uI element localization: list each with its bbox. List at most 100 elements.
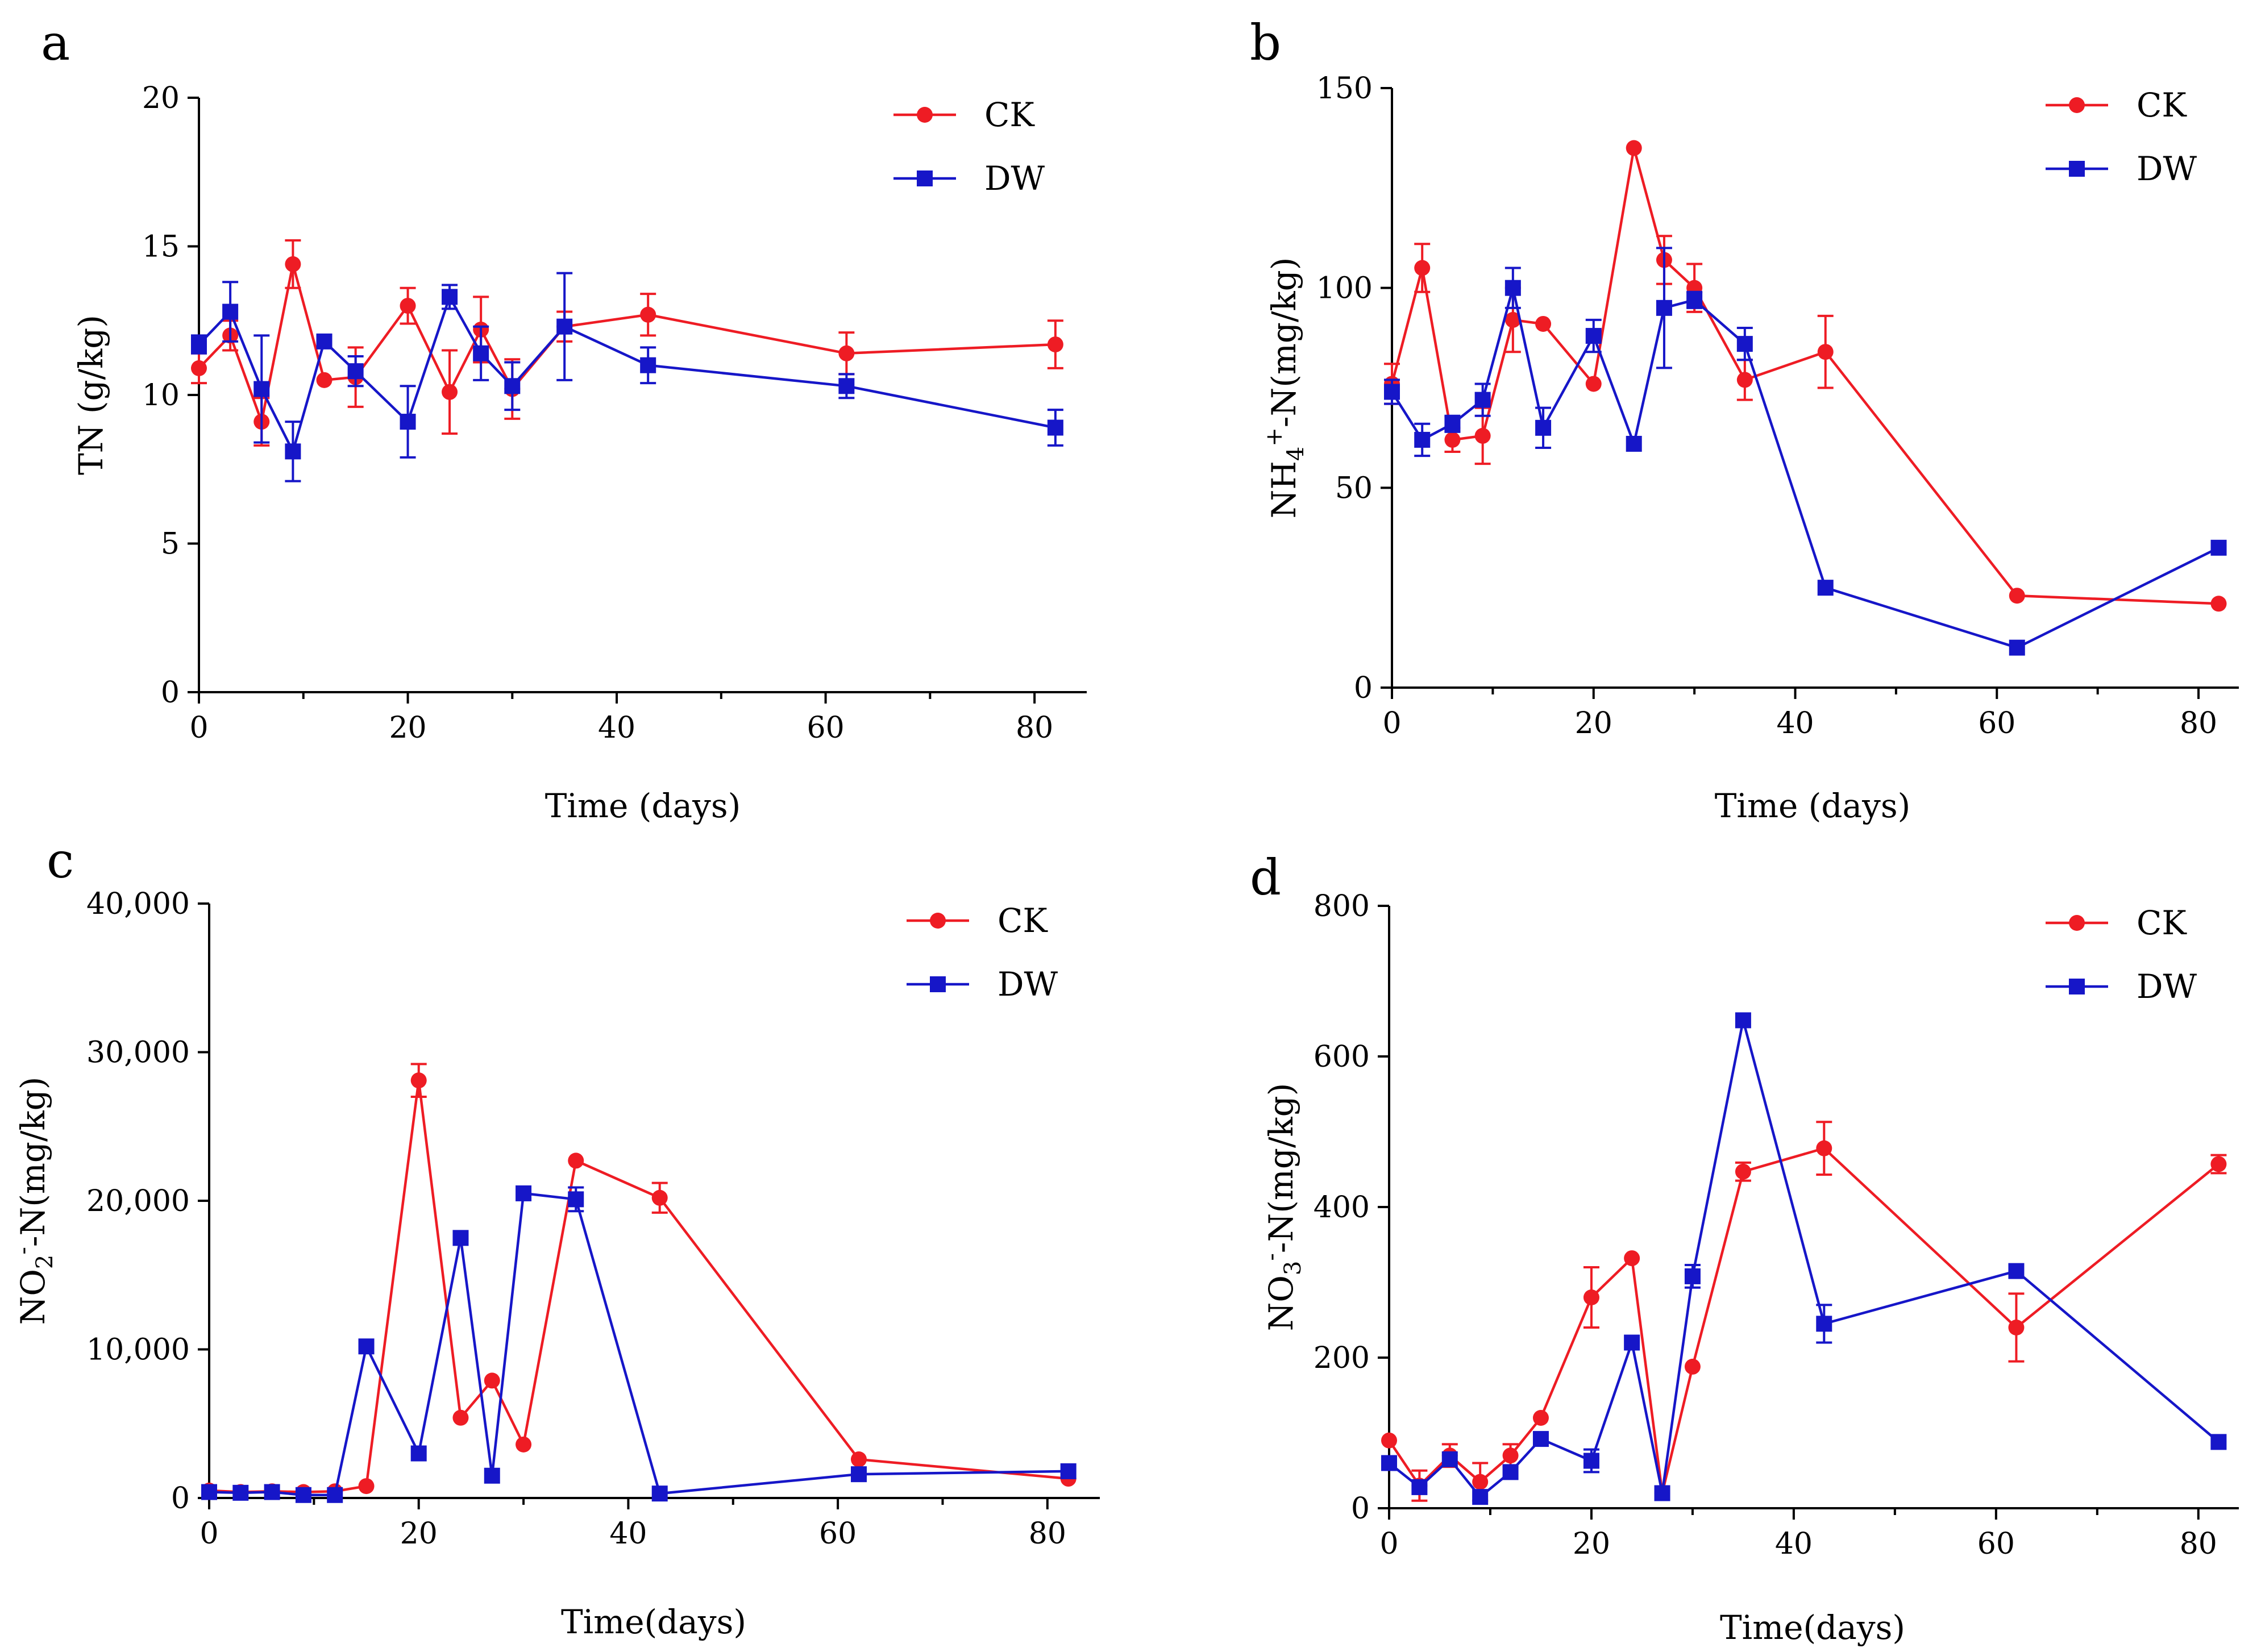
panel-c-ck-line <box>209 1080 1069 1493</box>
panel-a-xlabel: Time (days) <box>545 787 741 825</box>
panel-b-dw-point <box>1444 415 1461 432</box>
panel-d-ck-point <box>1583 1289 1599 1305</box>
panel-c-ck-point <box>850 1451 867 1468</box>
panel-c-legend-dw-marker <box>930 976 946 992</box>
panel-b-ylabel-part: -N(mg/kg) <box>1265 257 1303 428</box>
panel-c-dw-point <box>327 1487 343 1503</box>
panel-c-dw-point <box>516 1185 532 1201</box>
panel-d-legend-ck-marker <box>2069 915 2085 931</box>
panel-d-dw-point <box>1624 1334 1640 1351</box>
panel-b-dw-point <box>1626 435 1642 452</box>
panel-c-ylabel-part: - <box>10 1247 36 1255</box>
panel-c-legend-dw-label: DW <box>998 965 1058 1004</box>
panel-b-ck-point <box>1414 260 1431 276</box>
panel-d-ytick-label: 600 <box>1314 1040 1370 1074</box>
panel-d-ytick-label: 400 <box>1314 1191 1370 1225</box>
panel-b-ck-point <box>1474 427 1491 444</box>
panel-d-xtick-label: 0 <box>1379 1527 1398 1561</box>
panel-a-xtick-label: 20 <box>389 711 426 745</box>
panel-b-chart: 0 20 40 60 80 0 50 100 150 NH4+-N(mg/kg) CK DW <box>1261 72 2239 740</box>
panel-b-xlabel: Time (days) <box>1715 787 1911 825</box>
panel-b-dw-point <box>1736 336 1753 352</box>
panel-c: c 0 20 40 60 80010,00020,00030,00040,000NO2-… <box>10 833 1100 1641</box>
panel-d-xtick-label: 60 <box>1977 1527 2015 1561</box>
panel-a-legend-dw-label: DW <box>984 159 1045 198</box>
panel-a-ck-point <box>640 306 656 323</box>
panel-c-ylabel-part: NO <box>14 1269 52 1325</box>
panel-d-xlabel: Time(days) <box>1720 1608 1905 1647</box>
panel-c-ylabel-part: 2 <box>32 1255 58 1269</box>
panel-d-dw-point <box>1411 1479 1428 1495</box>
panel-c-dw-point <box>410 1445 427 1462</box>
panel-b-ylabel-part: + <box>1261 427 1287 447</box>
panel-d-ylabel: NO3--N(mg/kg) <box>1258 1083 1306 1331</box>
panel-c-ylabel-part: -N(mg/kg) <box>14 1077 52 1247</box>
panel-a-legend-dw-marker <box>917 170 933 186</box>
panel-d-ck-point <box>2008 1320 2025 1335</box>
panel-a-ck-point <box>1047 336 1063 353</box>
panel-a-ck-point <box>285 256 301 272</box>
panel-d-ytick-label: 0 <box>1351 1492 1370 1526</box>
panel-a-chart: 0 20 40 60 80 0 5 10 15 20 TN (g/kg) CK DW <box>72 81 1087 745</box>
panel-b-ytick-label: 0 <box>1354 671 1373 705</box>
panel-b-xtick-label: 60 <box>1978 706 2015 740</box>
panel-c-dw-line <box>209 1192 1069 1497</box>
panel-a-ck-point <box>838 345 855 361</box>
panel-d-ck-point <box>1684 1358 1701 1375</box>
panel-c-dw-point <box>232 1484 249 1501</box>
panel-b-ytick-label: 50 <box>1335 471 1373 505</box>
panel-a-ck-point <box>316 372 332 388</box>
panel-b-ck-point <box>1444 431 1461 448</box>
panel-a-xtick-label: 80 <box>1016 711 1053 745</box>
panel-b-ytick-label: 100 <box>1316 272 1373 306</box>
panel-a-dw-point <box>222 303 239 320</box>
panel-a-dw-point <box>640 357 656 373</box>
panel-c-xtick-label: 40 <box>609 1517 647 1551</box>
panel-a-ylabel: TN (g/kg) <box>72 315 110 475</box>
panel-b-dw-line <box>1391 288 2220 650</box>
panel-c-dw-point <box>201 1484 217 1500</box>
panel-a-xtick-label: 0 <box>189 711 208 745</box>
panel-c-dw-point <box>850 1466 867 1483</box>
panel-c-ck-point <box>516 1436 532 1453</box>
panel-b-ck-point <box>1535 315 1552 332</box>
panel-d-dw-point <box>1532 1431 1549 1447</box>
panel-a-ytick-label: 5 <box>161 527 180 561</box>
panel-b: b 0 20 40 60 80 0 50 100 150 NH4+-N(mg/kg) CK DW Ti… <box>1250 15 2239 825</box>
panel-c-xtick-label: 80 <box>1029 1517 1066 1551</box>
panel-c-ytick-label: 0 <box>171 1482 190 1516</box>
panel-c-dw-point <box>264 1484 280 1500</box>
panel-c-legend-ck-label: CK <box>998 901 1048 940</box>
panel-a-dw-line <box>198 293 1056 455</box>
panel-d-xtick-label: 40 <box>1775 1527 1813 1561</box>
panel-d-dw-point <box>1654 1485 1670 1501</box>
panel-b-dw-point <box>2009 639 2025 656</box>
panel-a-dw-point <box>253 381 270 397</box>
panel-b-ck-point <box>1736 372 1753 388</box>
panel-c-dw-point <box>651 1485 668 1502</box>
panel-a-letter: a <box>41 15 70 72</box>
panel-d-ytick-label: 200 <box>1314 1341 1370 1375</box>
panel-d-ck-point <box>1532 1410 1549 1426</box>
panel-a-ytick-label: 10 <box>142 378 180 413</box>
panel-d-ck-point <box>1381 1432 1397 1449</box>
panel-a-ytick-label: 20 <box>142 81 180 115</box>
panel-a-dw-point <box>442 289 458 305</box>
panel-c-letter: c <box>47 833 74 889</box>
panel-d-ck-point <box>2210 1156 2227 1172</box>
panel-b-dw-point <box>1686 292 1703 308</box>
panel-a-ylabel-part: TN (g/kg) <box>72 315 110 475</box>
panel-a-dw-point <box>473 345 489 361</box>
panel-a-dw-point <box>556 318 573 335</box>
panel-d-ck-point <box>1735 1163 1751 1180</box>
panel-d-legend-dw-marker <box>2069 979 2085 994</box>
panel-d-ck-point <box>1502 1447 1519 1464</box>
panel-d-ylabel-part: -N(mg/kg) <box>1262 1083 1300 1254</box>
panel-c-xtick-label: 60 <box>819 1517 857 1551</box>
panel-c-ck-point <box>568 1152 584 1169</box>
panel-d-dw-point <box>1816 1316 1832 1332</box>
panel-b-dw-point <box>1414 431 1431 448</box>
panel-d-ck-point <box>1472 1474 1489 1490</box>
panel-c-ck-point <box>651 1189 668 1206</box>
panel-b-ck-point <box>2009 588 2025 604</box>
